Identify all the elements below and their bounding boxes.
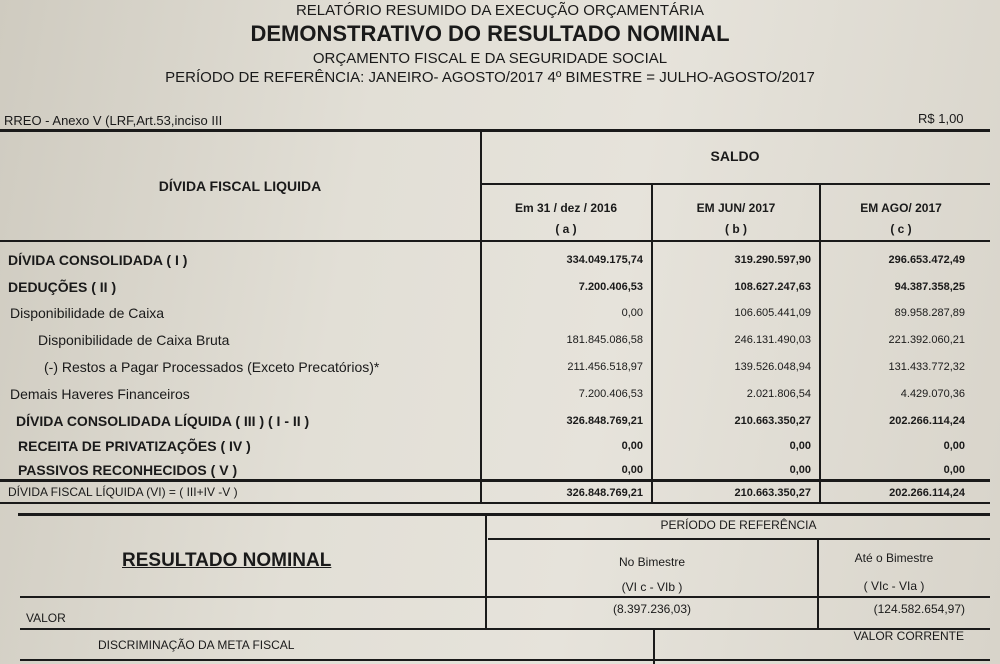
row-value: 221.392.060,21 xyxy=(888,334,965,346)
row-value: 0,00 xyxy=(621,464,643,476)
column-header: EM JUN/ 2017 xyxy=(696,201,776,215)
row-value: 7.200.406,53 xyxy=(578,281,643,293)
row-value: 139.526.048,94 xyxy=(734,361,811,373)
divider xyxy=(480,183,990,185)
divider xyxy=(18,513,990,516)
row-value: 7.200.406,53 xyxy=(578,388,643,400)
row-value: 210.663.350,27 xyxy=(734,415,811,427)
col-no-bimestre-code: (VI c - VIb ) xyxy=(621,580,683,594)
row-value: 326.848.769,21 xyxy=(566,415,643,427)
page-title: DEMONSTRATIVO DO RESULTADO NOMINAL xyxy=(250,21,730,46)
meta-fiscal-label: DISCRIMINAÇÃO DA META FISCAL xyxy=(98,638,295,652)
row-value: 94.387.358,25 xyxy=(894,281,965,293)
row-value: 202.266.114,24 xyxy=(889,487,965,499)
nominal-result-title: RESULTADO NOMINAL xyxy=(122,550,332,571)
column-code: ( a ) xyxy=(555,222,577,236)
row-value: 0,00 xyxy=(943,440,965,452)
row-value: 334.049.175,74 xyxy=(566,254,643,266)
row-value: 319.290.597,90 xyxy=(734,254,811,266)
row-value: 106.605.441,09 xyxy=(734,307,811,319)
row-value: 0,00 xyxy=(943,464,965,476)
row-label: (-) Restos a Pagar Processados (Exceto P… xyxy=(44,359,380,375)
valor-corrente-header: VALOR CORRENTE xyxy=(853,629,964,643)
row-value: 296.653.472,49 xyxy=(888,254,965,266)
col-ate-bimestre: Até o Bimestre xyxy=(854,551,934,565)
reference-period: PERÍODO DE REFERÊNCIA: JANEIRO- AGOSTO/2… xyxy=(165,69,815,86)
row-value: 108.627.247,63 xyxy=(734,281,811,293)
row-value: 211.456.518,97 xyxy=(567,361,643,373)
divider xyxy=(651,184,653,503)
period-header: PERÍODO DE REFERÊNCIA xyxy=(660,518,817,532)
row-value: 0,00 xyxy=(789,464,811,476)
row-value: 246.131.490,03 xyxy=(734,334,811,346)
report-line1: RELATÓRIO RESUMIDO DA EXECUÇÃO ORÇAMENTÁ… xyxy=(295,2,705,19)
row-label: DÍVIDA CONSOLIDADA ( I ) xyxy=(8,252,188,268)
row-label: Disponibilidade de Caixa xyxy=(10,305,165,321)
valor-label: VALOR xyxy=(26,611,66,625)
divider xyxy=(0,129,990,132)
row-value: 210.663.350,27 xyxy=(734,487,811,499)
row-value: 2.021.806,54 xyxy=(746,388,811,400)
row-label: RECEITA DE PRIVATIZAÇÕES ( IV ) xyxy=(18,438,251,454)
divider xyxy=(488,538,990,540)
col-ate-bimestre-code: ( VIc - VIa ) xyxy=(863,579,925,593)
row-value: 0,00 xyxy=(621,440,643,452)
row-value: 4.429.070,36 xyxy=(900,388,965,400)
row-value: 326.848.769,21 xyxy=(566,487,643,499)
row-value: 202.266.114,24 xyxy=(889,415,965,427)
divider xyxy=(20,628,990,630)
saldo-header: SALDO xyxy=(710,148,760,164)
row-value: 131.433.772,32 xyxy=(888,361,965,373)
divider xyxy=(0,502,990,504)
row-value: 0,00 xyxy=(789,440,811,452)
row-value: 181.845.086,58 xyxy=(566,334,643,346)
column-header: Em 31 / dez / 2016 xyxy=(514,201,618,215)
row-label: PASSIVOS RECONHECIDOS ( V ) xyxy=(18,462,238,478)
divider xyxy=(20,659,990,661)
row-label: Disponibilidade de Caixa Bruta xyxy=(38,332,230,348)
currency-unit: R$ 1,00 xyxy=(918,111,964,126)
report-line3: ORÇAMENTO FISCAL E DA SEGURIDADE SOCIAL xyxy=(312,50,668,67)
row-value: 0,00 xyxy=(621,307,643,319)
divider xyxy=(20,596,990,598)
row-value: 89.958.287,89 xyxy=(894,307,965,319)
col-no-bimestre: No Bimestre xyxy=(618,555,686,569)
column-code: ( c ) xyxy=(890,222,912,236)
divider xyxy=(480,131,482,503)
divider xyxy=(817,540,819,629)
divider xyxy=(653,630,655,664)
divider xyxy=(485,514,487,629)
row-label: Demais Haveres Financeiros xyxy=(10,386,190,402)
debt-label-header: DÍVIDA FISCAL LIQUIDA xyxy=(158,178,322,194)
row-label: DEDUÇÕES ( II ) xyxy=(8,279,117,295)
divider xyxy=(0,240,990,242)
column-code: ( b ) xyxy=(725,222,747,236)
valor-ate-bimestre: (124.582.654,97) xyxy=(873,602,965,616)
divider xyxy=(0,479,990,482)
annex-label: RREO - Anexo V (LRF,Art.53,inciso III xyxy=(4,113,223,128)
divider xyxy=(819,184,821,503)
column-header: EM AGO/ 2017 xyxy=(860,201,942,215)
row-label: DÍVIDA FISCAL LÍQUIDA (VI) = ( III+IV -V… xyxy=(8,485,238,499)
valor-no-bimestre: (8.397.236,03) xyxy=(612,602,692,616)
row-label: DÍVIDA CONSOLIDADA LÍQUIDA ( III ) ( I -… xyxy=(16,413,310,429)
